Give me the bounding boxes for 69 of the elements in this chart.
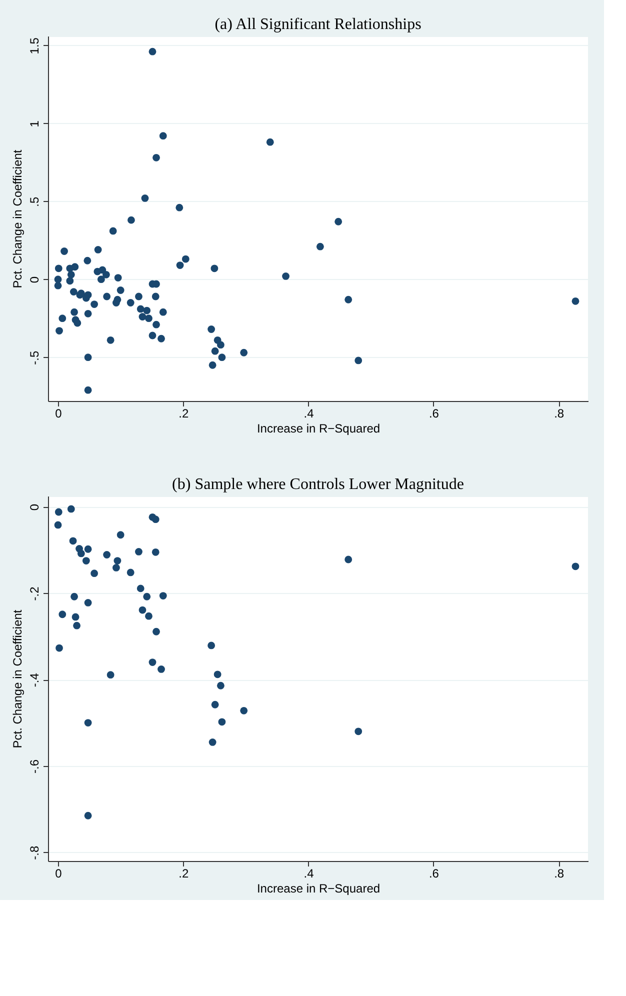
point [145,612,152,620]
point [116,531,124,539]
point [218,718,226,726]
point [208,738,216,746]
point [344,556,352,564]
point [69,537,77,545]
point [211,700,219,708]
y-tick-label: 1 [28,120,42,128]
point [216,682,224,690]
point [138,606,146,614]
y-tick-label: .5 [28,196,42,207]
x-axis-title: Increase in R−Squared [256,882,380,896]
point [84,812,92,820]
point [354,728,362,736]
point [136,584,144,592]
x-tick-label: 0 [55,866,62,880]
point [106,671,114,679]
x-tick-label: .6 [428,406,440,420]
point [72,613,80,621]
x-axis-title: Increase in R−Squared [256,422,380,436]
point [214,670,222,678]
y-tick-label: -.4 [28,672,42,688]
x-tick-label: .8 [554,866,564,880]
point [84,545,92,553]
point [58,610,66,618]
point [56,644,63,652]
point [572,562,580,570]
point [152,628,160,636]
y-axis-title: Pct. Change in Coefficient [10,149,24,288]
x-tick-label: .8 [554,406,564,420]
y-tick-label: 0 [28,504,42,511]
point [54,521,62,529]
point [90,570,98,578]
x-tick-label: .2 [178,866,189,880]
point [135,548,142,556]
point [148,658,156,666]
point [152,548,160,556]
point [112,564,120,572]
x-tick-label: 0 [55,406,62,420]
y-tick-label: -.2 [28,586,42,601]
point [208,642,216,650]
point [159,592,167,600]
y-axis-title: Pct. Change in Coefficient [10,609,24,748]
point [158,666,165,673]
point [103,551,111,558]
point [73,622,80,630]
x-tick-label: .6 [428,866,440,880]
point [70,592,78,600]
x-tick-label: .2 [178,406,189,420]
point [84,719,92,726]
chart-title: (a) All Significant Relationships [214,16,422,33]
point [143,592,151,600]
point [240,706,248,714]
chart-title: (b) Sample where Controls Lower Magnitude [172,476,464,493]
point [67,505,75,513]
point [114,557,122,564]
y-tick-label: -.6 [28,759,42,774]
point [152,516,160,524]
y-tick-label: -.8 [28,846,42,860]
y-tick-label: 0 [28,276,42,284]
point [126,568,134,576]
point [54,508,62,516]
point [77,550,85,558]
y-tick-label: 1.5 [28,37,42,54]
point [82,557,90,564]
x-tick-label: .4 [304,406,314,420]
x-tick-label: .4 [304,866,314,880]
y-tick-label: -.5 [28,350,42,365]
point [84,598,92,606]
